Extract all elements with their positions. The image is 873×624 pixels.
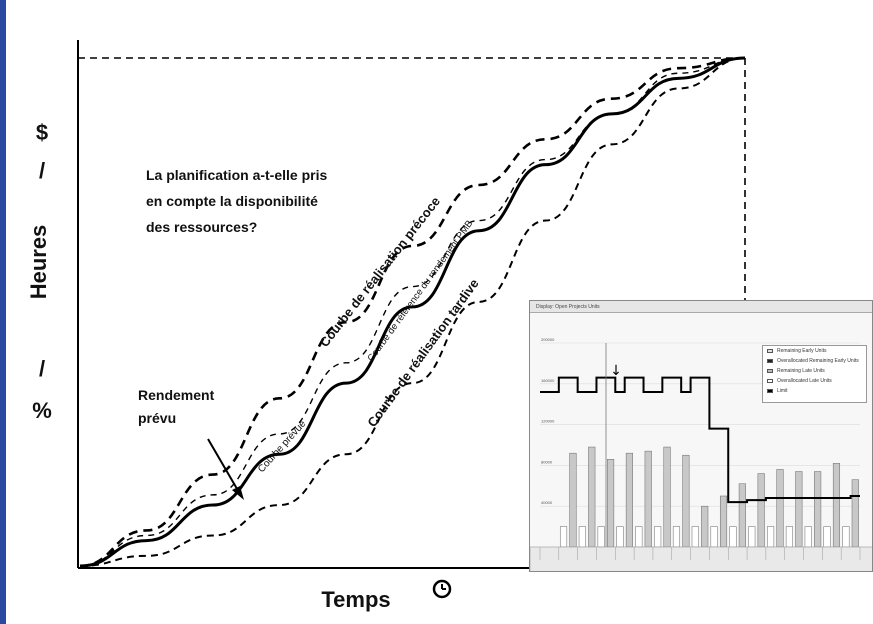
y-label-percent: % (32, 398, 52, 423)
inset-bar-30 (823, 526, 831, 548)
inset-bars (559, 446, 859, 548)
inset-legend: Remaining Early Units Overallocated Rema… (762, 345, 867, 403)
inset-bar-23 (757, 473, 765, 548)
inset-bar-12 (654, 526, 662, 548)
inset-bar-31 (832, 463, 841, 548)
inset-tick-label-1: 160000 (541, 378, 555, 383)
inset-bar-22 (748, 526, 756, 548)
inset-bar-20 (729, 526, 737, 548)
inset-tick-label-0: 200000 (541, 337, 555, 342)
inset-bar-14 (672, 526, 681, 548)
inset-bar-7 (607, 459, 615, 548)
inset-bar-18 (710, 526, 718, 548)
inset-bar-32 (842, 526, 850, 548)
inset-bar-3 (569, 452, 577, 548)
y-label-slash-2: / (39, 356, 45, 381)
curves-group (79, 56, 746, 568)
x-axis-label: Temps (321, 587, 390, 612)
y-label-dollar: $ (36, 120, 48, 145)
inset-bar-4 (578, 526, 586, 548)
inset-resource-chart: Display: Open Projects Units 200000 16000… (529, 300, 873, 572)
label-early-curve: Courbe de réalisation précoce (317, 194, 444, 350)
legend-item-2: Remaining Late Units (763, 366, 866, 376)
inset-bar-28 (804, 526, 812, 548)
inset-bar-11 (644, 450, 652, 548)
clock-icon (432, 579, 452, 599)
inset-axis (530, 546, 872, 571)
y-label-heures: Heures (26, 225, 51, 300)
question-annotation: La planification a-t-elle pris en compte… (146, 167, 331, 235)
inset-marker-arrow: ↓ (610, 363, 622, 379)
inset-bar-19 (719, 495, 728, 548)
inset-tick-label-2: 120000 (541, 419, 555, 424)
inset-bar-8 (616, 526, 624, 548)
inset-bar-33 (851, 479, 859, 548)
curve-3 (79, 57, 746, 567)
y-label-slash-1: / (39, 158, 45, 183)
rendement-line-2: prévu (138, 410, 176, 426)
inset-bar-25 (776, 469, 784, 548)
inset-bar-10 (635, 526, 643, 548)
inset-limit-line (540, 376, 860, 504)
inset-title-bar: Display: Open Projects Units (530, 301, 872, 313)
legend-item-1: Overallocated Remaining Early Units (763, 356, 866, 366)
question-line-1: La planification a-t-elle pris (146, 167, 327, 183)
inset-bar-26 (785, 526, 793, 548)
inset-bar-24 (767, 526, 775, 548)
legend-item-3: Overallocated Late Units (763, 376, 866, 386)
inset-bar-17 (701, 505, 709, 548)
inset-limit-path (540, 376, 860, 504)
left-border-band (0, 0, 6, 624)
inset-bar-15 (682, 454, 690, 548)
inset-bar-13 (663, 446, 671, 548)
label-planned-curve: Courbe prévue (256, 418, 309, 475)
rendement-annotation: Rendement prévu (138, 387, 218, 426)
rendement-arrow-shaft (207, 438, 241, 495)
inset-tick-label-4: 40000 (541, 500, 553, 505)
inset-x-axis-band (530, 546, 872, 571)
inset-bar-6 (597, 526, 605, 548)
inset-bar-5 (588, 446, 596, 548)
rendement-arrow-head (232, 486, 244, 500)
legend-item-0: Remaining Early Units (763, 346, 866, 356)
inset-bar-16 (691, 526, 699, 548)
inset-tick-label-3: 80000 (541, 459, 553, 464)
inset-bar-29 (814, 471, 822, 548)
question-line-3: des ressources? (146, 219, 257, 235)
question-line-2: en compte la disponibilité (146, 193, 318, 209)
curve-2 (79, 56, 746, 568)
inset-bar-21 (738, 483, 746, 548)
inset-bar-2 (559, 526, 568, 548)
inset-bar-27 (795, 471, 803, 548)
legend-item-4: Limit (763, 386, 866, 396)
inset-bar-9 (625, 452, 633, 548)
rendement-line-1: Rendement (138, 387, 215, 403)
curve-0 (79, 56, 746, 568)
